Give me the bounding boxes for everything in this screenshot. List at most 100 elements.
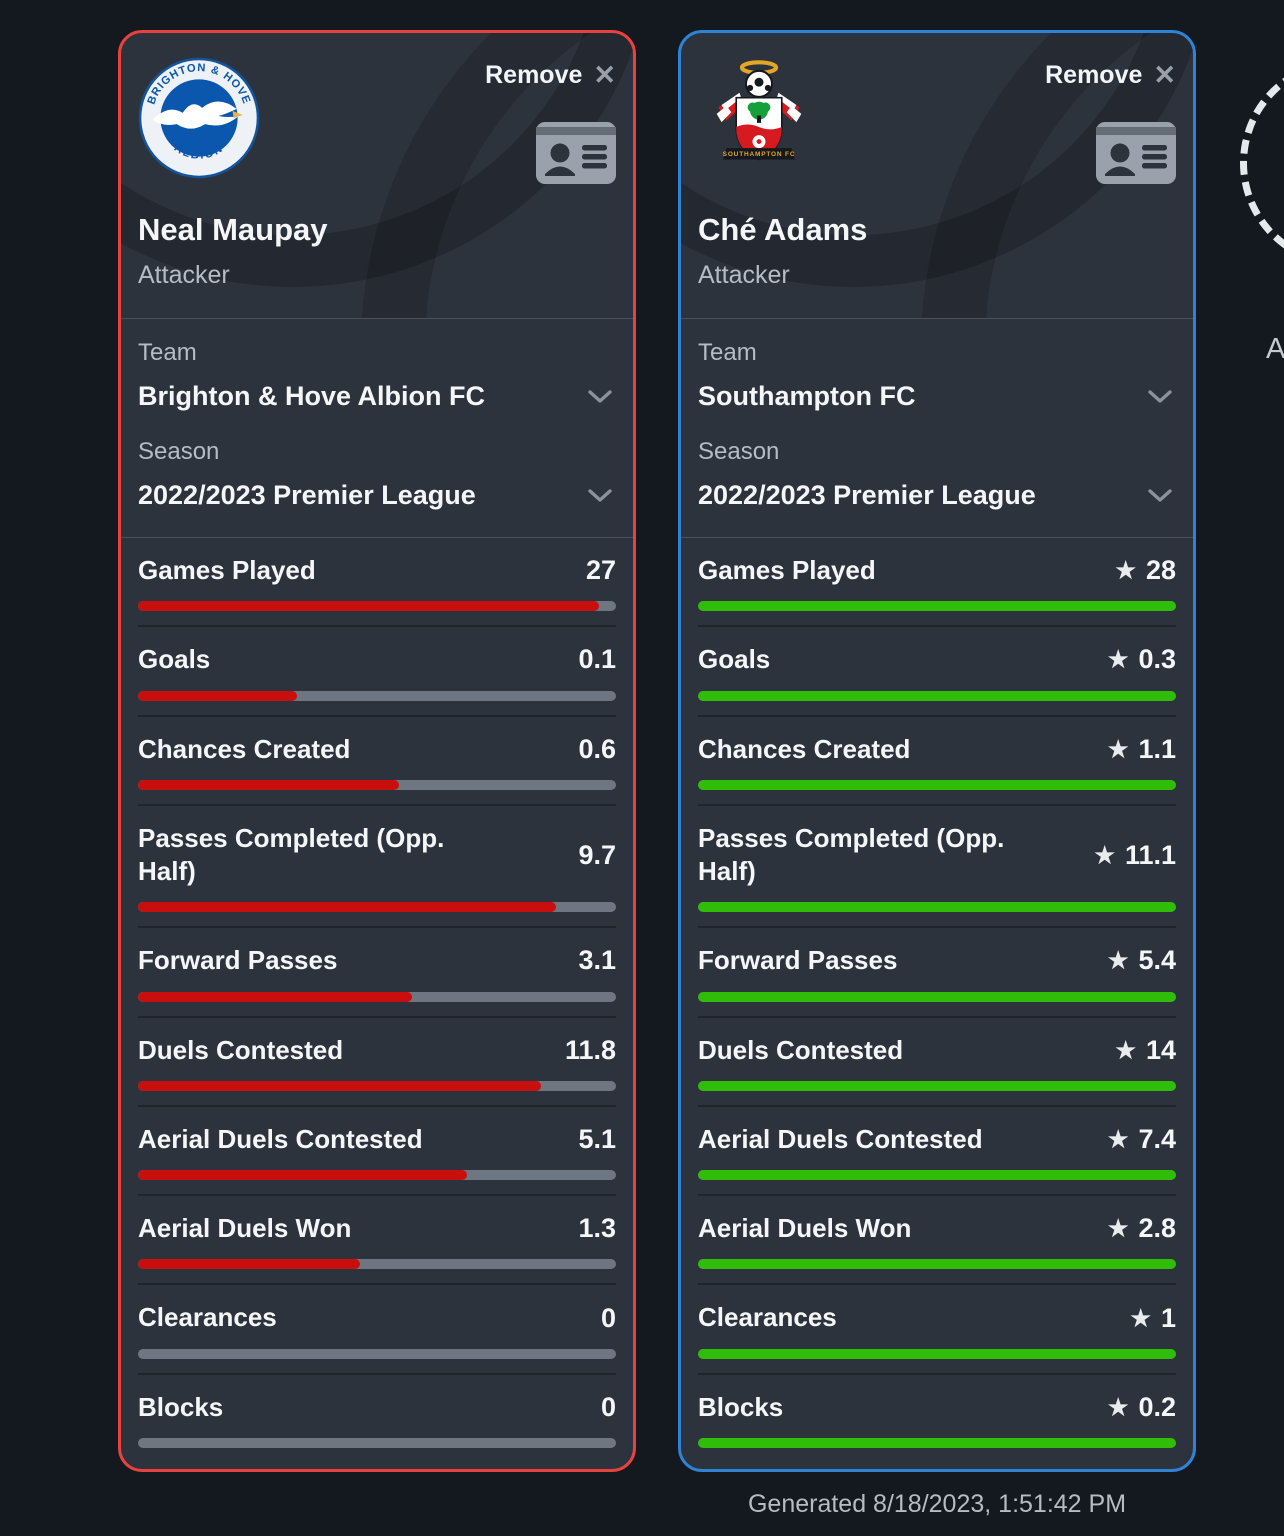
stat-number: 0.1 [578,644,616,675]
stat-number: 0.6 [578,733,616,764]
stat-number: 1 [1160,1302,1176,1333]
stat-number: 0.3 [1138,644,1176,675]
stat-row: Blocks 0 [138,1375,616,1462]
stat-bar-fill [138,1259,360,1270]
close-icon: ✕ [593,60,616,90]
stat-bar-fill [698,1259,1176,1270]
stat-row: Passes Completed (Opp. Half) ★ 11.1 [698,806,1176,929]
stat-number: 0 [600,1302,616,1333]
stat-row: Aerial Duels Won ★ 2.8 [698,1196,1176,1286]
stat-bar-fill [698,902,1176,913]
season-select[interactable]: 2022/2023 Premier League [698,480,1176,511]
player-card-right: SOUTHAMPTON FC Remove ✕ Ché Adams Attack… [678,30,1196,1472]
stat-value: 0 [601,1303,616,1334]
stat-label: Games Played [698,555,876,585]
stat-label: Aerial Duels Contested [138,1123,423,1154]
player-profile-card-icon[interactable] [1096,122,1176,184]
brighton-hove-albion-crest-icon: BRIGHTON & HOVE ALBION [138,57,260,179]
stat-number: 5.4 [1138,945,1176,976]
stat-bar-track [698,690,1176,701]
player-position: Attacker [698,261,790,289]
stat-bar-fill [698,1348,1176,1359]
stat-bar-fill [138,902,556,913]
stat-bar-track [698,902,1176,913]
player-card-filters: Team Southampton FC Season 2022/2023 Pre… [681,319,1193,538]
stat-number: 11.1 [1124,839,1176,870]
stat-bar-fill [698,779,1176,790]
stat-number: 0.2 [1138,1391,1176,1422]
stat-label: Duels Contested [698,1034,904,1065]
stat-value: 9.7 [578,840,616,871]
svg-text:SOUTHAMPTON FC: SOUTHAMPTON FC [723,151,796,158]
stat-value: ★ 28 [1115,555,1176,586]
stat-bar-fill [138,991,413,1002]
stat-bar-fill [138,779,399,790]
stat-value: 1.3 [578,1213,616,1244]
stat-bar-fill [698,690,1176,701]
season-select[interactable]: 2022/2023 Premier League [138,480,616,511]
stat-label: Passes Completed (Opp. Half) [698,822,1005,887]
stat-value: ★ 14 [1115,1035,1176,1066]
winner-star-icon: ★ [1107,646,1129,673]
stat-value: ★ 11.1 [1094,840,1176,871]
stat-value: ★ 1 [1130,1303,1176,1334]
stat-row: Forward Passes ★ 5.4 [698,928,1176,1018]
stat-row: Aerial Duels Contested 5.1 [138,1107,616,1197]
stat-number: 27 [585,555,616,586]
stat-label: Clearances [138,1302,277,1333]
stat-value: 5.1 [578,1124,616,1155]
winner-star-icon: ★ [1130,1304,1151,1331]
stat-row: Aerial Duels Contested ★ 7.4 [698,1107,1176,1197]
stat-label: Forward Passes [698,945,898,976]
stat-label: Passes Completed (Opp. Half) [138,822,445,887]
player-profile-card-icon[interactable] [536,122,616,184]
add-player-button[interactable] [1240,58,1284,268]
stat-bar-fill [698,991,1176,1002]
stat-label: Goals [138,644,211,675]
stat-bar-track [138,779,616,790]
winner-star-icon: ★ [1094,841,1115,868]
stat-bar-track [698,779,1176,790]
stats-list: Games Played 27 Goals 0.1 Chances Created 0.6… [121,538,633,1462]
stat-bar-fill [138,1170,468,1181]
remove-player-button[interactable]: Remove ✕ [485,61,616,90]
team-select[interactable]: Southampton FC [698,381,1176,412]
stat-bar-fill [138,1080,541,1091]
stat-bar-track [698,991,1176,1002]
stat-row: Passes Completed (Opp. Half) 9.7 [138,806,616,929]
stat-row: Duels Contested ★ 14 [698,1018,1176,1107]
stat-bar-fill [698,601,1176,612]
player-card-filters: Team Brighton & Hove Albion FC Season 20… [121,319,633,538]
winner-star-icon: ★ [1107,1393,1129,1420]
chevron-down-icon [588,389,612,403]
season-label: Season [138,438,220,465]
remove-label: Remove [485,61,583,89]
stat-bar-track [698,1348,1176,1359]
chevron-down-icon [1148,389,1172,403]
stat-bar-track [138,902,616,913]
winner-star-icon: ★ [1107,1215,1129,1242]
stat-bar-track [138,1437,616,1448]
stat-row: Goals 0.1 [138,627,616,717]
stat-row: Games Played 27 [138,538,616,628]
stat-value: ★ 2.8 [1108,1213,1176,1244]
stat-row: Chances Created ★ 1.1 [698,717,1176,806]
chevron-down-icon [1148,488,1172,502]
stat-value: ★ 0.3 [1108,644,1176,675]
season-select-value: 2022/2023 Premier League [698,480,1036,510]
stat-label: Chances Created [698,733,911,764]
southampton-fc-crest-icon: SOUTHAMPTON FC [698,57,820,179]
team-select[interactable]: Brighton & Hove Albion FC [138,381,616,412]
stat-bar-track [138,1170,616,1181]
player-name: Ché Adams [698,212,868,247]
remove-player-button[interactable]: Remove ✕ [1045,61,1176,90]
stat-number: 5.1 [578,1123,616,1154]
stat-bar-track [698,1259,1176,1270]
stat-bar-fill [698,1170,1176,1181]
add-player-partial-label: A [1266,333,1284,365]
chevron-down-icon [588,488,612,502]
player-card-header: BRIGHTON & HOVE ALBION Remove ✕ [121,33,633,319]
stat-number: 14 [1145,1034,1176,1065]
stat-value: ★ 1.1 [1108,734,1176,765]
winner-star-icon: ★ [1115,557,1136,584]
